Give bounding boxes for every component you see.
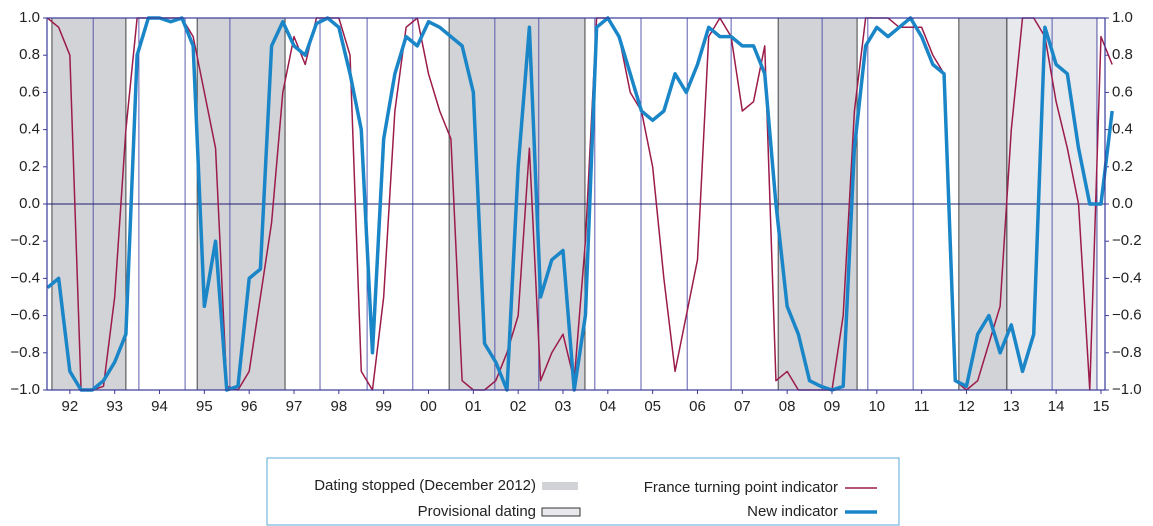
x-tick-label: 96 (241, 398, 258, 415)
x-tick-label: 02 (510, 398, 527, 415)
x-tick-label: 14 (1048, 398, 1065, 415)
y2-tick-label: 1.0 (1112, 9, 1133, 26)
y-tick-label: −0.6 (10, 307, 40, 324)
series-line (46, 16, 1114, 392)
x-tick-label: 03 (555, 398, 572, 415)
y2-tick-label: 0.6 (1112, 83, 1133, 100)
y-tick-label: 0.8 (19, 46, 40, 63)
x-tick-label: 94 (151, 398, 168, 415)
x-tick-label: 11 (914, 398, 930, 415)
y-tick-label: −1.0 (10, 381, 40, 398)
x-tick-label: 01 (465, 398, 482, 415)
y2-tick-label: 0.8 (1112, 46, 1133, 63)
y2-tick-label: −0.8 (1112, 344, 1142, 361)
y2-tick-label: 0.2 (1112, 158, 1133, 175)
y2-tick-label: −0.4 (1112, 269, 1142, 286)
x-tick-label: 97 (286, 398, 303, 415)
y-tick-label: 0.2 (19, 158, 40, 175)
y-tick-label: 0.4 (19, 121, 40, 138)
legend-label: Provisional dating (418, 503, 536, 520)
plot-frame (46, 17, 1106, 391)
x-tick-label: 12 (958, 398, 975, 415)
x-tick-label: 98 (331, 398, 348, 415)
x-tick-label: 15 (1093, 398, 1110, 415)
y2-tick-label: 0.0 (1112, 195, 1133, 212)
y-tick-label: 0.0 (19, 195, 40, 212)
x-tick-label: 04 (599, 398, 616, 415)
legend-label: Dating stopped (December 2012) (314, 477, 536, 494)
x-tick-label: 06 (689, 398, 706, 415)
y-tick-label: −0.8 (10, 344, 40, 361)
x-tick-label: 07 (734, 398, 751, 415)
legend-label: France turning point indicator (644, 479, 838, 496)
y2-tick-label: −0.6 (1112, 307, 1142, 324)
x-tick-label: 09 (824, 398, 841, 415)
x-tick-label: 08 (779, 398, 796, 415)
legend-box (266, 457, 900, 526)
x-tick-label: 00 (420, 398, 437, 415)
y2-tick-label: 0.4 (1112, 121, 1133, 138)
legend-label: New indicator (747, 503, 838, 520)
y2-tick-label: −0.2 (1112, 232, 1142, 249)
x-tick-label: 92 (62, 398, 79, 415)
x-tick-label: 13 (1003, 398, 1020, 415)
x-tick-label: 10 (868, 398, 885, 415)
legend-swatch (542, 482, 578, 490)
y2-tick-label: −1.0 (1112, 381, 1142, 398)
y-tick-label: −0.4 (10, 269, 40, 286)
legend-swatch (541, 507, 581, 517)
x-tick-label: 99 (375, 398, 392, 415)
x-tick-label: 05 (644, 398, 661, 415)
y-tick-label: 1.0 (19, 9, 40, 26)
y-tick-label: 0.6 (19, 83, 40, 100)
y-tick-label: −0.2 (10, 232, 40, 249)
x-tick-label: 95 (196, 398, 213, 415)
x-tick-label: 93 (106, 398, 123, 415)
